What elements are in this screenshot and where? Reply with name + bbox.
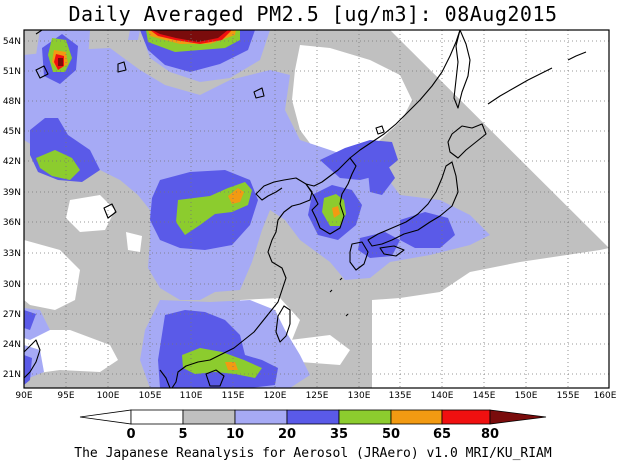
lat-label: 48N — [3, 97, 21, 107]
lon-label: 110E — [180, 391, 203, 401]
colorbar-tick: 65 — [433, 427, 451, 442]
colorbar-segment — [338, 409, 392, 425]
lon-label: 140E — [431, 391, 454, 401]
lon-label: 130E — [348, 391, 371, 401]
lon-label: 95E — [57, 391, 74, 401]
latitude-labels: 54N 51N 48N 45N 42N 39N 36N 33N 30N 27N … — [3, 37, 21, 380]
colorbar-tick: 5 — [178, 427, 187, 442]
longitude-labels: 90E 95E 100E 105E 110E 115E 120E 125E 13… — [15, 391, 616, 401]
lat-label: 27N — [3, 310, 21, 320]
colorbar: 0 5 10 20 35 50 65 80 — [79, 409, 547, 442]
lon-label: 120E — [264, 391, 287, 401]
lon-label: 115E — [222, 391, 245, 401]
gridlines — [24, 30, 609, 388]
colorbar-tick: 35 — [330, 427, 348, 442]
map-title: Daily Averaged PM2.5 [ug/m3]: 08Aug2015 — [68, 2, 558, 26]
lat-label: 51N — [3, 67, 21, 77]
lat-label: 36N — [3, 218, 21, 228]
lon-label: 100E — [97, 391, 120, 401]
colorbar-segment — [130, 409, 184, 425]
lon-label: 155E — [557, 391, 580, 401]
colorbar-segment — [441, 409, 491, 425]
lat-label: 54N — [3, 37, 21, 47]
lat-label: 33N — [3, 249, 21, 259]
colorbar-segment — [234, 409, 288, 425]
lat-label: 45N — [3, 127, 21, 137]
colorbar-segment — [390, 409, 443, 425]
colorbar-tick: 0 — [126, 427, 135, 442]
colorbar-tick: 50 — [382, 427, 400, 442]
colorbar-segment — [182, 409, 236, 425]
lat-label: 21N — [3, 370, 21, 380]
lat-label: 24N — [3, 340, 21, 350]
coastlines — [24, 30, 587, 388]
colorbar-segment-over — [489, 409, 547, 425]
lat-label: 30N — [3, 280, 21, 290]
lon-label: 105E — [139, 391, 162, 401]
map-frame — [23, 29, 610, 389]
colorbar-tick: 10 — [226, 427, 244, 442]
lon-label: 90E — [15, 391, 32, 401]
colorbar-segment-under — [79, 409, 132, 425]
colorbar-segment — [286, 409, 340, 425]
lon-label: 150E — [515, 391, 538, 401]
colorbar-tick: 80 — [481, 427, 499, 442]
lon-label: 145E — [473, 391, 496, 401]
field-level-0-5 — [24, 30, 609, 388]
lon-label: 125E — [306, 391, 329, 401]
lon-label: 160E — [594, 391, 617, 401]
lon-label: 135E — [389, 391, 412, 401]
credit-line: The Japanese Reanalysis for Aerosol (JRA… — [74, 446, 552, 461]
field-level-80-plus — [58, 30, 228, 66]
colorbar-tick: 20 — [278, 427, 296, 442]
lat-label: 42N — [3, 157, 21, 167]
lat-label: 39N — [3, 188, 21, 198]
